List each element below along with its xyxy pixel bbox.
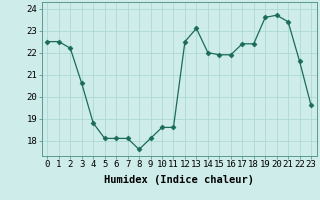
X-axis label: Humidex (Indice chaleur): Humidex (Indice chaleur) — [104, 175, 254, 185]
